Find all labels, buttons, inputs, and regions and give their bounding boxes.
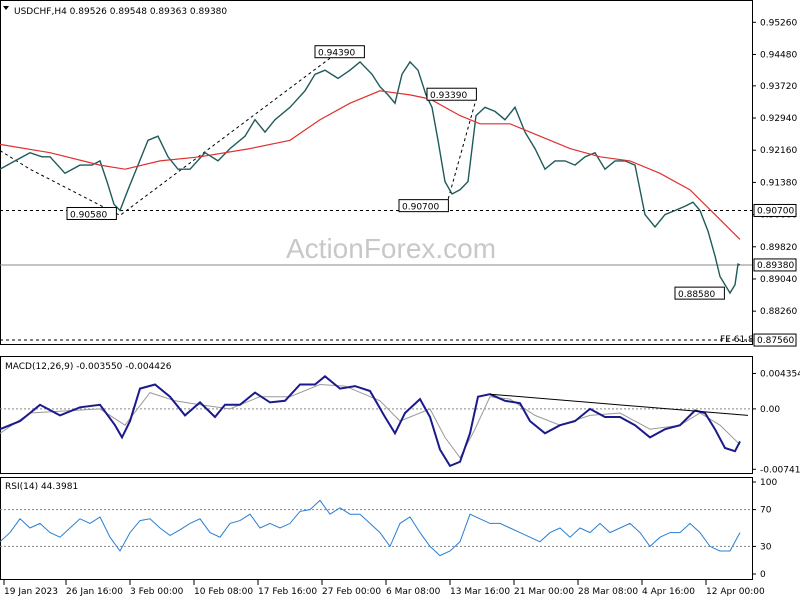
macd-y-tick-label: -0.007417: [760, 465, 800, 475]
macd-y-tick-label: 0.004354: [760, 369, 800, 379]
price-y-tick-label: 0.89040: [760, 275, 797, 285]
rsi-title: RSI(14) 44.3981: [5, 482, 78, 492]
rsi-y-tick-label: 70: [760, 506, 772, 516]
price-annotation-box: [314, 45, 365, 59]
price-title: USDCHF,H4 0.89526 0.89548 0.89363 0.8938…: [14, 7, 227, 17]
price-y-tick-label: 0.93720: [760, 82, 797, 92]
price-y-tick-label: 0.91380: [760, 178, 797, 188]
watermark-text: ActionForex.com: [286, 233, 496, 264]
macd-line: [0, 375, 741, 468]
price-annotation-box: [674, 286, 725, 300]
price-trendline: [0, 57, 331, 216]
x-tick-label: 12 Apr 00:00: [706, 587, 765, 597]
macd-title: MACD(12,26,9) -0.003550 -0.004426: [5, 362, 172, 372]
rsi-pane-frame: [0, 477, 753, 580]
rsi-y-tick-label: 0: [760, 570, 766, 580]
x-tick-label: 26 Jan 16:00: [66, 587, 123, 597]
x-tick-label: 28 Mar 08:00: [578, 587, 638, 597]
price-annotation-label: 0.90700: [402, 203, 439, 213]
macd-trendline: [489, 393, 749, 416]
ma-series-line: [0, 90, 741, 240]
macd-pane-frame: [0, 356, 753, 474]
price-y-tick-label: 0.95260: [760, 18, 797, 28]
rsi-line: [0, 499, 741, 557]
x-tick-label: 19 Jan 2023: [4, 587, 58, 597]
price-annotation-label: 0.90580: [70, 210, 107, 220]
x-tick-label: 6 Mar 08:00: [386, 587, 441, 597]
price-annotation-box: [398, 199, 449, 213]
fe-label: FE 61.8: [720, 335, 754, 345]
price-y-tick-label: 0.89820: [760, 243, 797, 253]
macd-signal-line: [0, 383, 741, 459]
price-annotation-label: 0.88580: [678, 290, 715, 300]
price-annotation-label: 0.93390: [430, 91, 467, 101]
price-level-tag-label: 0.87560: [757, 336, 794, 346]
price-level-tag-label: 0.90700: [757, 206, 794, 216]
x-tick-label: 13 Mar 16:00: [450, 587, 510, 597]
price-series-line: [0, 60, 741, 295]
price-level-tag-label: 0.89380: [757, 261, 794, 271]
price-pane-frame: [0, 0, 753, 345]
price-y-tick-label: 0.92160: [760, 146, 797, 156]
price-annotation-box: [66, 206, 117, 220]
x-tick-label: 3 Feb 00:00: [130, 587, 184, 597]
price-y-tick-label: 0.92940: [760, 114, 797, 124]
price-y-tick-label: 0.88260: [760, 307, 797, 317]
price-level-tag: [753, 258, 797, 272]
price-annotation-box: [426, 87, 477, 101]
dropdown-arrow-icon[interactable]: [3, 6, 9, 10]
rsi-y-tick-label: 30: [760, 542, 772, 552]
x-tick-label: 27 Feb 00:00: [322, 587, 381, 597]
rsi-y-tick-label: 100: [760, 478, 777, 488]
x-tick-label: 4 Apr 16:00: [642, 587, 695, 597]
x-tick-label: 10 Feb 08:00: [194, 587, 253, 597]
macd-y-tick-label: 0.00: [760, 405, 780, 415]
price-annotation-label: 0.94390: [318, 49, 355, 59]
x-tick-label: 21 Mar 00:00: [514, 587, 574, 597]
price-level-tag: [753, 203, 797, 217]
price-y-tick-label: 0.94480: [760, 50, 797, 60]
x-tick-label: 17 Feb 16:00: [258, 587, 317, 597]
price-level-tag: [753, 333, 797, 347]
